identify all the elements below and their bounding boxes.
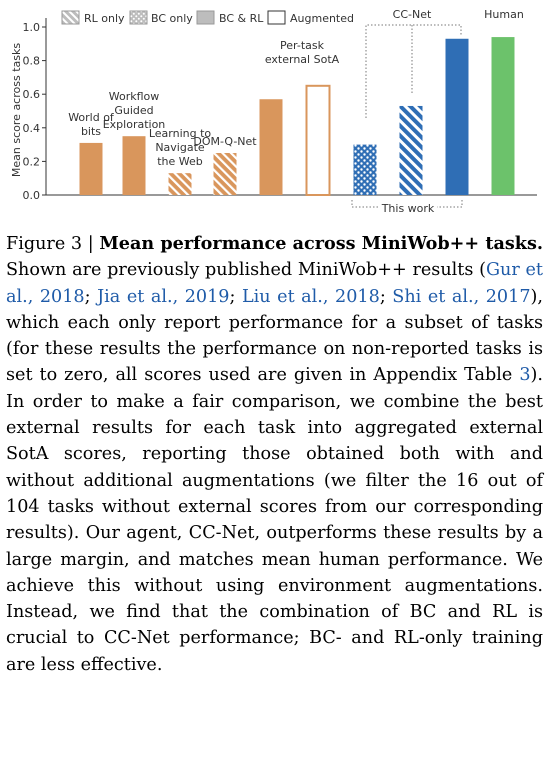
citation-link[interactable]: Liu et al., 2018 <box>241 286 380 307</box>
bar <box>353 144 377 195</box>
y-tick-label: 0.2 <box>23 155 41 168</box>
bar <box>213 153 237 195</box>
bar <box>122 136 146 195</box>
citation-link[interactable]: Jia et al., 2019 <box>97 286 230 307</box>
table-reference-link[interactable]: 3 <box>519 365 531 386</box>
ccnet-bracket: CC-Net Human This work <box>351 8 524 215</box>
citation-separator: ; <box>379 286 393 307</box>
bar <box>399 105 423 195</box>
figure-caption: Figure 3 | Mean performance across MiniW… <box>6 231 543 678</box>
bar <box>305 84 331 196</box>
bar-label: DOM-Q-Net <box>193 135 257 148</box>
legend-swatch-rl-only <box>61 10 80 25</box>
y-axis-label: Mean score across tasks <box>10 43 23 177</box>
y-tick-label: 0.4 <box>23 122 41 135</box>
y-tick-label: 1.0 <box>23 21 41 34</box>
human-label: Human <box>484 8 524 21</box>
y-tick-label: 0.8 <box>23 55 41 68</box>
legend-swatch-bc-only <box>129 10 148 25</box>
caption-text: ). In order to make a fair comparison, w… <box>6 365 543 675</box>
legend-label: Augmented <box>290 12 354 25</box>
citation-separator: ; <box>84 286 98 307</box>
bar-label: Learning to Navigate the Web <box>149 127 212 168</box>
bar <box>259 99 283 195</box>
legend: RL only BC only BC & RL Augmented <box>61 10 354 25</box>
this-work-bracket <box>351 200 463 208</box>
bar <box>168 173 192 195</box>
legend-swatch-augmented <box>267 10 286 25</box>
legend-label: BC & RL <box>219 12 264 25</box>
citation-link[interactable]: Shi et al., 2017 <box>392 286 531 307</box>
bar <box>445 38 469 196</box>
caption-prefix: Figure 3 | <box>6 234 100 254</box>
citation-link[interactable]: Gur et al., 2018 <box>6 260 543 307</box>
ccnet-label: CC-Net <box>393 8 432 21</box>
bar-chart: Mean score across tasks 0.0 0.2 0.4 0.6 0.8 1… <box>10 8 537 215</box>
caption-title: Mean performance across MiniWob++ tasks. <box>99 233 543 254</box>
bar <box>491 37 515 195</box>
this-work-label: This work <box>381 202 435 215</box>
legend-swatch-bc-rl <box>196 10 215 25</box>
y-tick-label: 0.6 <box>23 88 41 101</box>
bar-label: World of bits <box>68 111 115 138</box>
y-ticks: 0.0 0.2 0.4 0.6 0.8 1.0 <box>23 21 46 202</box>
citation-separator: ; <box>229 286 242 307</box>
y-tick-label: 0.0 <box>23 189 41 202</box>
caption-text: Shown are previously published MiniWob++… <box>6 260 486 281</box>
bar-label: Per-task external SotA <box>265 39 340 66</box>
bar-label: Workflow Guided Exploration <box>103 90 166 131</box>
legend-label: BC only <box>151 12 193 25</box>
this-work-label-bg <box>379 201 437 215</box>
ccnet-bracket-line <box>365 24 462 118</box>
bar <box>79 142 103 195</box>
legend-label: RL only <box>84 12 125 25</box>
caption-text: ), which each only report performance fo… <box>6 286 543 386</box>
bars <box>79 37 515 196</box>
